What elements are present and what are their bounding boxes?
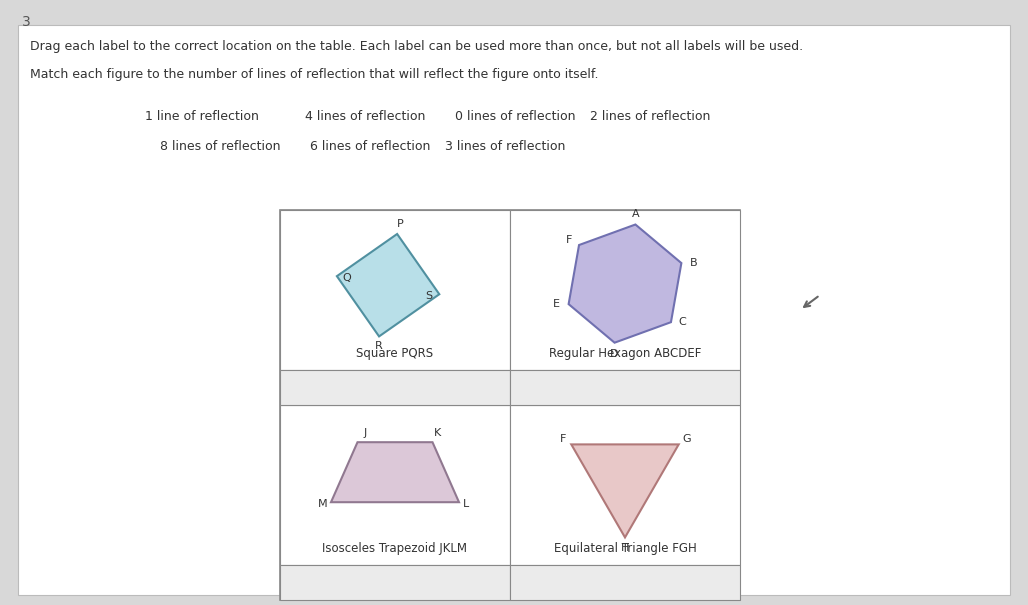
Text: F: F <box>560 434 566 445</box>
Bar <box>510 565 740 600</box>
Text: J: J <box>364 428 367 438</box>
Text: P: P <box>397 219 404 229</box>
Text: 0 lines of reflection: 0 lines of reflection <box>455 110 576 123</box>
Text: M: M <box>319 499 328 509</box>
Text: Equilateral Triangle FGH: Equilateral Triangle FGH <box>554 542 696 555</box>
Text: F: F <box>565 235 573 245</box>
Text: 6 lines of reflection: 6 lines of reflection <box>310 140 431 153</box>
Text: 2 lines of reflection: 2 lines of reflection <box>590 110 710 123</box>
Text: Regular Hexagon ABCDEF: Regular Hexagon ABCDEF <box>549 347 701 360</box>
Text: 4 lines of reflection: 4 lines of reflection <box>305 110 426 123</box>
Text: E: E <box>553 299 560 309</box>
Bar <box>510 210 740 370</box>
Text: Isosceles Trapezoid JKLM: Isosceles Trapezoid JKLM <box>323 542 468 555</box>
Polygon shape <box>572 445 678 537</box>
Text: H: H <box>621 543 629 554</box>
Bar <box>510 370 740 405</box>
Text: Match each figure to the number of lines of reflection that will reflect the fig: Match each figure to the number of lines… <box>30 68 598 81</box>
Text: A: A <box>631 209 639 218</box>
Polygon shape <box>331 442 458 502</box>
Bar <box>280 565 510 600</box>
Bar <box>280 210 740 600</box>
Bar <box>280 370 510 405</box>
Text: Square PQRS: Square PQRS <box>357 347 434 360</box>
Text: S: S <box>426 291 433 301</box>
Text: D: D <box>611 348 619 359</box>
Text: L: L <box>463 499 469 509</box>
Text: R: R <box>375 341 383 352</box>
Text: C: C <box>678 317 686 327</box>
Text: K: K <box>434 428 441 438</box>
Text: 1 line of reflection: 1 line of reflection <box>145 110 259 123</box>
Polygon shape <box>337 234 439 336</box>
Bar <box>280 405 510 565</box>
Text: B: B <box>690 258 697 268</box>
Polygon shape <box>568 224 682 342</box>
Text: G: G <box>683 434 691 445</box>
Text: 3 lines of reflection: 3 lines of reflection <box>445 140 565 153</box>
Text: 3: 3 <box>22 15 31 29</box>
Bar <box>280 210 510 370</box>
Bar <box>510 405 740 565</box>
Text: 8 lines of reflection: 8 lines of reflection <box>160 140 281 153</box>
Text: Q: Q <box>342 273 352 283</box>
Text: Drag each label to the correct location on the table. Each label can be used mor: Drag each label to the correct location … <box>30 40 803 53</box>
